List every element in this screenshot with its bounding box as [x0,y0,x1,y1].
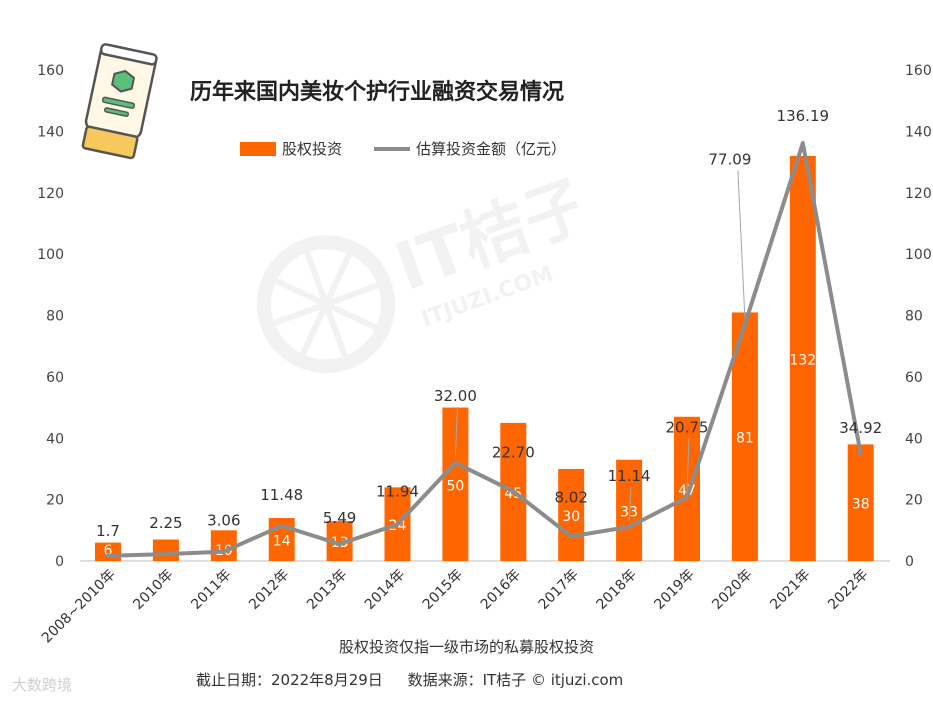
y-tick-label: 40 [46,431,64,447]
line-data-label: 11.14 [608,467,651,485]
x-tick-label: 2022年 [825,567,871,613]
footer-date: 截止日期：2022年8月29日 [196,671,383,689]
bar-data-label: 132 [789,352,816,368]
bar [558,468,585,561]
line-label-leader [686,438,690,492]
chart-note: 股权投资仅指一级市场的私募股权投资 [338,638,594,656]
line-data-label: 20.75 [666,418,709,436]
line-data-label: 5.49 [323,509,356,527]
bar-data-label: 30 [562,509,580,525]
line-data-label: 11.48 [260,486,303,504]
x-tick-label: 2011年 [188,567,234,613]
line-label-leader [737,170,746,319]
y-tick-label: 160 [37,63,64,79]
center-watermark: IT桔子 ITJUZI.COM [231,132,609,408]
line-data-label: 8.02 [554,488,587,506]
x-tick-label: 2019年 [651,567,697,613]
y-tick-label: 20 [46,493,64,509]
bottom-watermark: 大数跨境 [12,676,73,694]
line-data-label: 32.00 [434,387,477,405]
y2-tick-label: 60 [905,370,923,386]
footer-source: 数据来源：IT桔子 © itjuzi.com [407,671,624,689]
x-tick-label: 2020年 [709,567,755,613]
bar-data-label: 50 [446,478,464,494]
bar [847,444,874,561]
bar [442,407,469,561]
x-tick-label: 2013年 [304,567,350,613]
y-tick-label: 60 [46,370,64,386]
bar-data-label: 6 [104,543,113,559]
bar-data-label: 14 [273,534,291,550]
x-tick-label: 2008~2010年 [39,567,119,647]
bar-data-label: 81 [736,431,754,447]
y2-tick-label: 20 [905,493,923,509]
y-tick-label: 140 [37,124,64,140]
line-data-label: 136.19 [777,107,830,125]
y2-tick-label: 160 [905,63,932,79]
bar-data-label: 38 [852,497,870,513]
line-data-label: 11.94 [376,482,419,500]
y2-tick-label: 120 [905,186,932,202]
y2-tick-label: 40 [905,431,923,447]
x-tick-label: 2012年 [246,567,292,613]
legend-line-label: 估算投资金额（亿元） [416,140,567,158]
x-tick-label: 2017年 [536,567,582,613]
line-label-leader [628,486,632,521]
x-tick-label: 2014年 [362,567,408,613]
bar [152,539,179,561]
x-tick-label: 2015年 [420,567,466,613]
x-tick-label: 2010年 [130,567,176,613]
x-tick-label: 2016年 [478,567,524,613]
y2-tick-label: 80 [905,309,923,325]
y2-tick-label: 140 [905,124,932,140]
lotion-tube-icon [72,40,162,170]
legend-bar-swatch [240,141,276,156]
chart-title: 历年来国内美妆个护行业融资交易情况 [190,80,565,105]
x-tick-label: 2018年 [594,567,640,613]
line-data-label: 3.06 [207,512,240,530]
legend-line-swatch [374,146,411,151]
y-tick-label: 120 [37,186,64,202]
y2-tick-label: 100 [905,247,932,263]
line-series [106,141,863,558]
line-data-label: 1.7 [96,522,120,540]
bar [789,155,816,562]
bar [616,459,643,561]
chart-footer: 截止日期：2022年8月29日 数据来源：IT桔子 © itjuzi.com [196,669,643,690]
legend-bar-label: 股权投资 [282,140,343,158]
y-tick-label: 80 [46,309,64,325]
y-tick-label: 100 [37,247,64,263]
y2-tick-label: 0 [905,554,914,570]
x-tick-label: 2021年 [767,567,813,613]
line-label-leader [454,406,458,457]
line-data-label: 77.09 [708,150,751,168]
line-data-label: 22.70 [492,443,535,461]
chart-legend: 股权投资 估算投资金额（亿元） [240,138,566,159]
line-data-label: 34.92 [839,419,882,437]
line-data-label: 2.25 [149,514,182,532]
y-tick-label: 0 [55,554,64,570]
